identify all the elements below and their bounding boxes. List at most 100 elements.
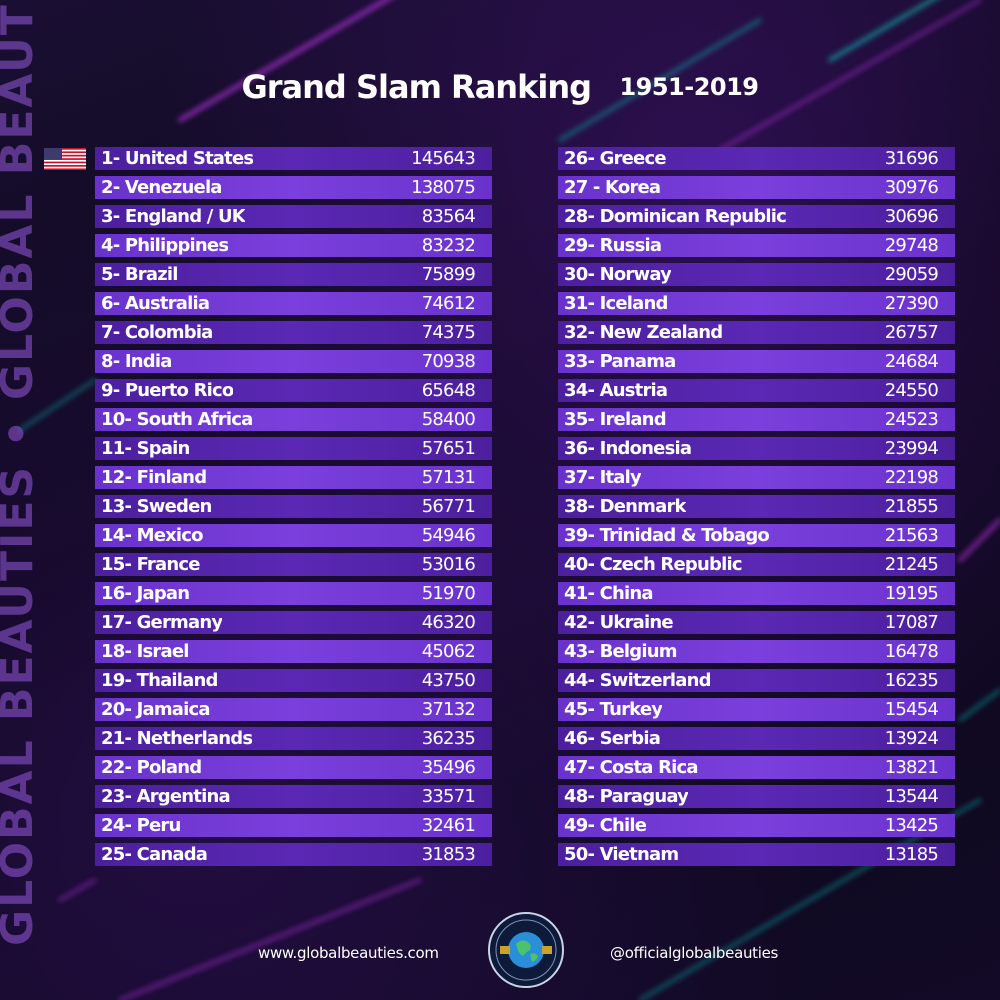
- ranking-row: 2- Venezuela 138075: [95, 176, 492, 199]
- country-label: 41- China: [564, 583, 653, 604]
- ranking-row: 49- Chile 13425: [558, 814, 955, 837]
- ranking-row: 31- Iceland 27390: [558, 292, 955, 315]
- country-score: 24550: [884, 380, 939, 401]
- country-score: 29748: [884, 235, 939, 256]
- country-label: 6- Australia: [101, 293, 210, 314]
- country-label: 2- Venezuela: [101, 177, 222, 198]
- ranking-row: 23- Argentina 33571: [95, 785, 492, 808]
- ranking-row: 34- Austria 24550: [558, 379, 955, 402]
- country-score: 57131: [421, 467, 476, 488]
- country-score: 23994: [884, 438, 939, 459]
- instagram-handle[interactable]: @officialglobalbeauties: [610, 944, 779, 962]
- ranking-row: 9- Puerto Rico 65648: [95, 379, 492, 402]
- country-label: 26- Greece: [564, 148, 666, 169]
- country-label: 22- Poland: [101, 757, 202, 778]
- country-score: 58400: [421, 409, 476, 430]
- ranking-row: 42- Ukraine 17087: [558, 611, 955, 634]
- country-score: 24523: [884, 409, 939, 430]
- country-score: 24684: [884, 351, 939, 372]
- country-label: 18- Israel: [101, 641, 189, 662]
- ranking-row: 22- Poland 35496: [95, 756, 492, 779]
- neon-streak: [558, 18, 762, 142]
- ranking-column-left: 1- United States 145643 2- Venezuela 138075…: [95, 147, 492, 872]
- country-label: 25- Canada: [101, 844, 208, 865]
- country-score: 83564: [421, 206, 476, 227]
- ranking-row: 6- Australia 74612: [95, 292, 492, 315]
- country-label: 13- Sweden: [101, 496, 212, 517]
- country-label: 49- Chile: [564, 815, 647, 836]
- ranking-row: 3- England / UK 83564: [95, 205, 492, 228]
- ranking-row: 1- United States 145643: [95, 147, 492, 170]
- country-label: 31- Iceland: [564, 293, 668, 314]
- country-label: 9- Puerto Rico: [101, 380, 234, 401]
- country-label: 11- Spain: [101, 438, 190, 459]
- ranking-row: 26- Greece 31696: [558, 147, 955, 170]
- title-years: 1951-2019: [619, 73, 759, 101]
- website-link[interactable]: www.globalbeauties.com: [258, 944, 439, 962]
- country-label: 39- Trinidad & Tobago: [564, 525, 770, 546]
- country-label: 48- Paraguay: [564, 786, 689, 807]
- country-label: 17- Germany: [101, 612, 223, 633]
- country-label: 19- Thailand: [101, 670, 218, 691]
- country-label: 44- Switzerland: [564, 670, 711, 691]
- ranking-row: 39- Trinidad & Tobago 21563: [558, 524, 955, 547]
- country-score: 13924: [884, 728, 939, 749]
- ranking-row: 19- Thailand 43750: [95, 669, 492, 692]
- country-label: 43- Belgium: [564, 641, 677, 662]
- country-label: 5- Brazil: [101, 264, 178, 285]
- ranking-row: 10- South Africa 58400: [95, 408, 492, 431]
- ranking-row: 11- Spain 57651: [95, 437, 492, 460]
- country-score: 138075: [411, 177, 476, 198]
- country-score: 13544: [884, 786, 939, 807]
- country-label: 32- New Zealand: [564, 322, 723, 343]
- neon-streak: [718, 0, 982, 152]
- country-label: 24- Peru: [101, 815, 181, 836]
- country-score: 13185: [884, 844, 939, 865]
- country-score: 13425: [884, 815, 939, 836]
- country-label: 28- Dominican Republic: [564, 206, 786, 227]
- ranking-row: 5- Brazil 75899: [95, 263, 492, 286]
- ranking-row: 8- India 70938: [95, 350, 492, 373]
- country-score: 57651: [421, 438, 476, 459]
- country-score: 53016: [421, 554, 476, 575]
- ranking-row: 43- Belgium 16478: [558, 640, 955, 663]
- country-score: 51970: [421, 583, 476, 604]
- country-score: 13821: [884, 757, 939, 778]
- country-label: 50- Vietnam: [564, 844, 679, 865]
- ranking-row: 4- Philippines 83232: [95, 234, 492, 257]
- country-score: 70938: [421, 351, 476, 372]
- ranking-row: 45- Turkey 15454: [558, 698, 955, 721]
- country-score: 37132: [421, 699, 476, 720]
- ranking-row: 38- Denmark 21855: [558, 495, 955, 518]
- page-title: Grand Slam Ranking 1951-2019: [0, 68, 1000, 106]
- country-label: 45- Turkey: [564, 699, 663, 720]
- country-score: 32461: [421, 815, 476, 836]
- country-label: 23- Argentina: [101, 786, 230, 807]
- country-score: 21245: [884, 554, 939, 575]
- country-label: 12- Finland: [101, 467, 207, 488]
- neon-streak: [118, 878, 422, 1000]
- ranking-row: 28- Dominican Republic 30696: [558, 205, 955, 228]
- country-label: 16- Japan: [101, 583, 190, 604]
- side-watermark-text: GLOBAL BEAUTIES • GLOBAL BEAUTIES: [0, 0, 43, 946]
- country-score: 56771: [421, 496, 476, 517]
- us-flag-icon: [44, 148, 86, 170]
- ranking-row: 29- Russia 29748: [558, 234, 955, 257]
- country-score: 27390: [884, 293, 939, 314]
- country-label: 27 - Korea: [564, 177, 661, 198]
- country-score: 36235: [421, 728, 476, 749]
- ranking-row: 24- Peru 32461: [95, 814, 492, 837]
- country-label: 4- Philippines: [101, 235, 229, 256]
- country-score: 17087: [884, 612, 939, 633]
- country-label: 30- Norway: [564, 264, 672, 285]
- country-label: 1- United States: [101, 148, 254, 169]
- neon-streak: [58, 878, 97, 902]
- global-beauties-logo: [486, 910, 566, 990]
- country-label: 29- Russia: [564, 235, 662, 256]
- country-score: 21855: [884, 496, 939, 517]
- country-score: 22198: [884, 467, 939, 488]
- ranking-row: 35- Ireland 24523: [558, 408, 955, 431]
- ranking-row: 47- Costa Rica 13821: [558, 756, 955, 779]
- country-score: 35496: [421, 757, 476, 778]
